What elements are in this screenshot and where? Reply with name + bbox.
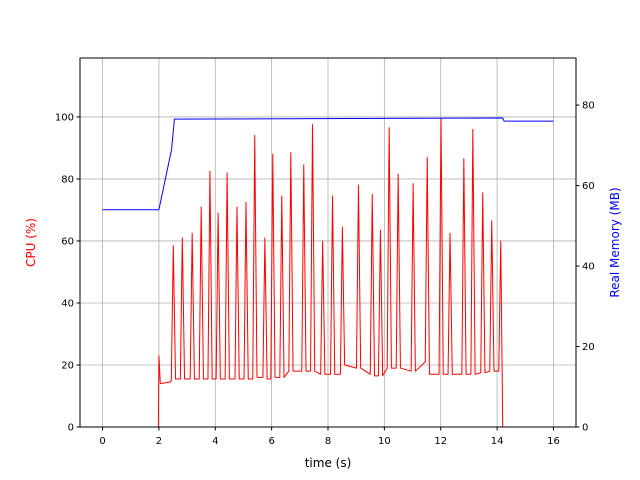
y-tick-label: 20 <box>61 360 74 371</box>
x-tick-label: 16 <box>547 436 560 447</box>
y2-tick-label: 0 <box>582 423 588 434</box>
x-axis-label: time (s) <box>305 456 352 470</box>
y-tick-label: 40 <box>61 298 74 309</box>
y2-tick-label: 60 <box>582 181 595 192</box>
y-axis-label: CPU (%) <box>24 218 38 267</box>
y-tick-label: 100 <box>55 112 74 123</box>
plot-lines <box>102 117 554 428</box>
y-tick-label: 80 <box>61 174 74 185</box>
x-tick-label: 2 <box>156 436 162 447</box>
series-line <box>102 117 554 428</box>
y2-axis-label: Real Memory (MB) <box>608 187 622 297</box>
grid <box>80 58 576 428</box>
ticks: 0 2 4 6 8 10 12 14 16 0 20 40 60 80 100 0 20 40 60 80 <box>55 101 595 447</box>
x-tick-label: 10 <box>378 436 391 447</box>
y-tick-label: 60 <box>61 236 74 247</box>
x-tick-label: 0 <box>99 436 105 447</box>
x-tick-label: 14 <box>491 436 504 447</box>
series-line <box>102 117 554 211</box>
x-tick-label: 12 <box>434 436 447 447</box>
x-tick-label: 4 <box>212 436 218 447</box>
y2-tick-label: 20 <box>582 342 595 353</box>
y-tick-label: 0 <box>68 423 74 434</box>
y2-tick-label: 80 <box>582 101 595 112</box>
y2-tick-label: 40 <box>582 262 595 273</box>
x-tick-label: 8 <box>325 436 331 447</box>
x-tick-label: 6 <box>268 436 274 447</box>
